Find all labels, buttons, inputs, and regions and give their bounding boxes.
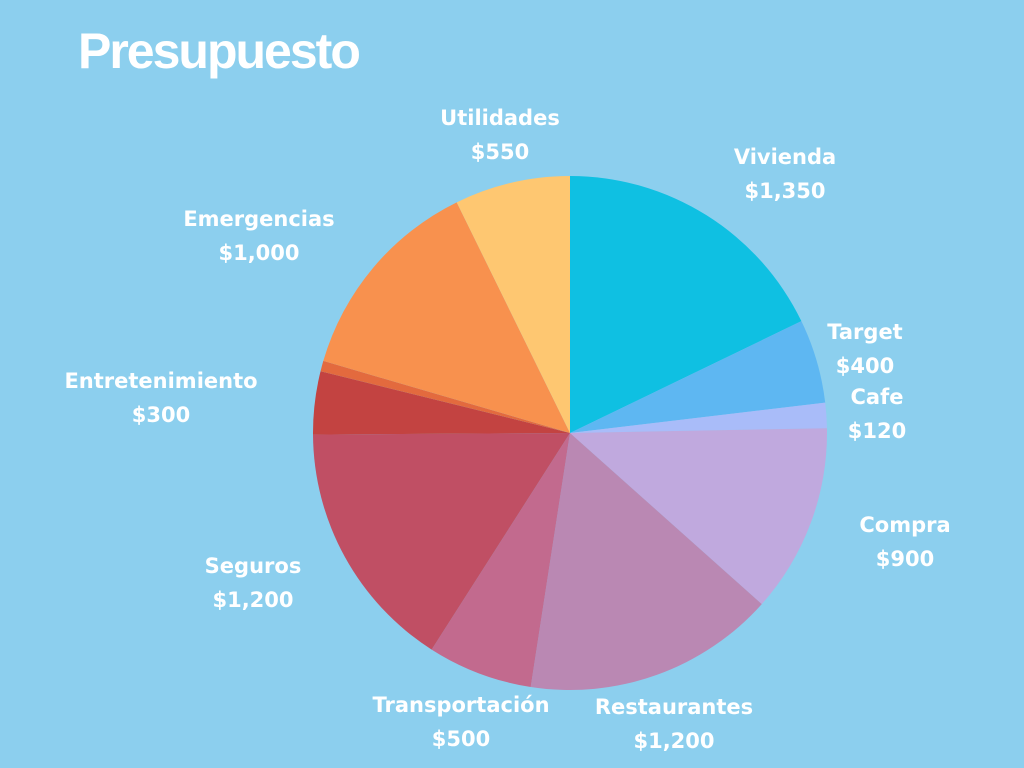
slice-value: $1,200 bbox=[633, 729, 715, 753]
slice-label-restaurantes: Restaurantes $1,200 bbox=[595, 690, 753, 758]
slice-label-vivienda: Vivienda $1,350 bbox=[734, 140, 836, 208]
slice-label-seguros: Seguros $1,200 bbox=[205, 549, 302, 617]
pie-slice-restaurantes bbox=[530, 433, 762, 691]
slice-name: Cafe bbox=[850, 385, 904, 409]
slice-name: Target bbox=[827, 320, 903, 344]
pie-slice-transportacion bbox=[431, 433, 570, 687]
slice-name: Restaurantes bbox=[594, 695, 754, 719]
slice-name: Vivienda bbox=[733, 145, 837, 169]
slice-name: Transportación bbox=[372, 693, 550, 717]
slice-value: $1,000 bbox=[218, 241, 300, 265]
chart-title: Presupuesto bbox=[78, 23, 361, 79]
slice-name: Compra bbox=[859, 513, 951, 537]
pie-slice-target bbox=[570, 321, 826, 433]
slice-label-target: Target $400 bbox=[827, 315, 902, 383]
slice-label-transportacion: Transportación $500 bbox=[372, 688, 549, 756]
pie-slice-seguros bbox=[313, 433, 570, 650]
pie-slice-compra bbox=[570, 428, 828, 605]
slice-value: $400 bbox=[835, 354, 895, 378]
slice-value: $900 bbox=[875, 547, 935, 571]
pie-slice-vivienda bbox=[570, 176, 802, 433]
pie-slice-emergencias bbox=[323, 202, 570, 433]
pie-slice-entretenimiento bbox=[312, 371, 570, 435]
slice-label-compra: Compra $900 bbox=[859, 508, 950, 576]
slice-value: $1,200 bbox=[212, 588, 294, 612]
pie-slice-utilidades bbox=[456, 176, 570, 433]
slice-label-cafe: Cafe $120 bbox=[848, 380, 906, 448]
slice-label-emergencias: Emergencias $1,000 bbox=[183, 202, 334, 270]
slice-value: $300 bbox=[131, 403, 191, 427]
slice-name: Seguros bbox=[204, 554, 302, 578]
slice-value: $550 bbox=[470, 140, 530, 164]
pie-slice-unlabeled-8 bbox=[320, 360, 570, 433]
slice-value: $1,350 bbox=[744, 179, 826, 203]
slice-value: $500 bbox=[431, 727, 491, 751]
slice-label-entretenimiento: Entretenimiento $300 bbox=[64, 364, 257, 432]
pie-slice-cafe bbox=[570, 402, 827, 433]
slice-name: Entretenimiento bbox=[64, 369, 258, 393]
slice-name: Utilidades bbox=[440, 106, 560, 130]
slice-name: Emergencias bbox=[183, 207, 335, 231]
slice-label-utilidades: Utilidades $550 bbox=[440, 101, 560, 169]
slice-value: $120 bbox=[847, 419, 907, 443]
